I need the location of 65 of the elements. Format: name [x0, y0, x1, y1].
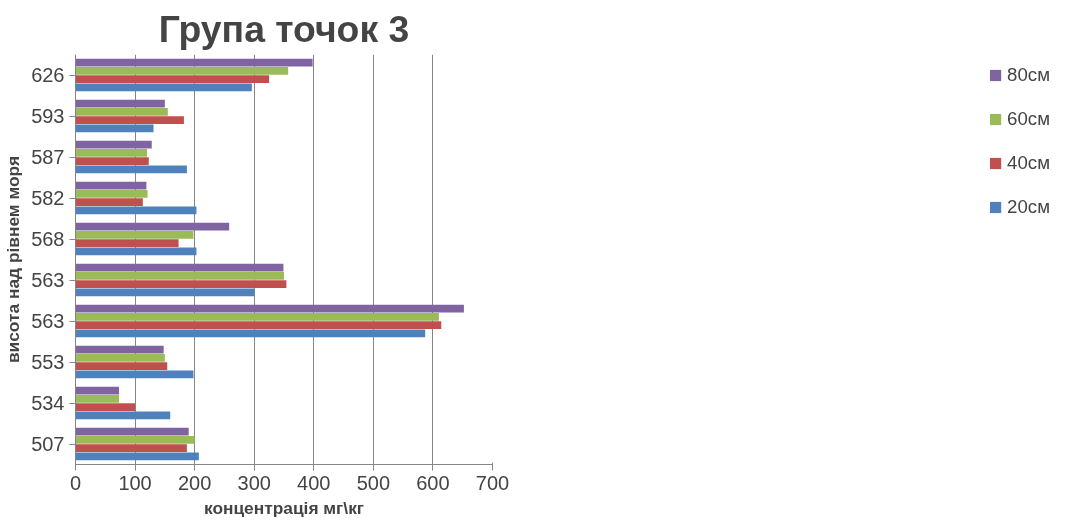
bar — [75, 190, 148, 198]
bar — [75, 149, 147, 157]
bar — [75, 140, 152, 149]
bar — [75, 329, 426, 338]
bar — [75, 206, 197, 215]
bar — [75, 83, 252, 92]
bar — [75, 436, 195, 444]
bar — [75, 403, 136, 411]
bar — [75, 108, 168, 116]
bar — [75, 370, 194, 379]
bar — [75, 386, 119, 395]
y-axis-title: висота над рівнем моря — [3, 155, 24, 364]
bar — [75, 444, 187, 452]
x-tick-label: 100 — [118, 471, 152, 494]
bar — [75, 288, 255, 297]
bar — [75, 99, 165, 108]
x-tick-label: 600 — [416, 471, 450, 494]
x-tick-label: 500 — [356, 471, 391, 494]
x-tick-label: 300 — [237, 471, 271, 494]
bar — [75, 247, 197, 256]
x-tick-label: 200 — [177, 471, 212, 494]
bar — [75, 345, 164, 354]
y-tick-label: 587 — [31, 146, 65, 168]
bar — [75, 67, 289, 75]
bar — [75, 181, 147, 190]
bar — [75, 354, 165, 362]
legend-label: 20см — [1007, 196, 1050, 218]
bar — [75, 411, 171, 420]
legend-label: 60см — [1007, 108, 1050, 130]
bar — [75, 452, 199, 461]
bar — [75, 321, 442, 329]
bar — [75, 116, 184, 124]
x-tick-label: 0 — [69, 471, 82, 494]
x-tick-label: 700 — [475, 471, 510, 494]
bar — [75, 124, 154, 133]
y-tick-label: 582 — [31, 187, 65, 209]
x-axis-title: концентрація мг\кг — [203, 497, 365, 518]
bar — [75, 222, 230, 231]
bar — [75, 304, 464, 313]
y-tick-label: 534 — [31, 392, 65, 414]
legend-label: 80см — [1007, 64, 1050, 86]
bar — [75, 395, 119, 403]
bar — [75, 231, 194, 239]
x-tick-label: 400 — [297, 471, 331, 494]
bar — [75, 239, 179, 247]
legend-label: 40см — [1007, 152, 1050, 174]
y-tick-label: 553 — [31, 351, 65, 373]
y-tick-label: 507 — [31, 433, 65, 455]
y-tick-label: 563 — [31, 269, 65, 291]
bar — [75, 263, 284, 272]
bar — [75, 272, 284, 280]
bar — [75, 58, 313, 67]
y-tick-label: 593 — [31, 105, 65, 127]
y-tick-label: 568 — [31, 228, 65, 250]
bar — [75, 427, 189, 436]
bar — [75, 313, 439, 321]
y-tick-label: 626 — [31, 64, 65, 86]
bar — [75, 157, 149, 165]
bar — [75, 198, 143, 206]
bar — [75, 165, 187, 174]
bar — [75, 75, 270, 83]
bar — [75, 362, 168, 370]
bar — [75, 280, 287, 288]
y-tick-label: 563 — [31, 310, 65, 332]
chart-title: Група точок 3 — [158, 7, 410, 50]
